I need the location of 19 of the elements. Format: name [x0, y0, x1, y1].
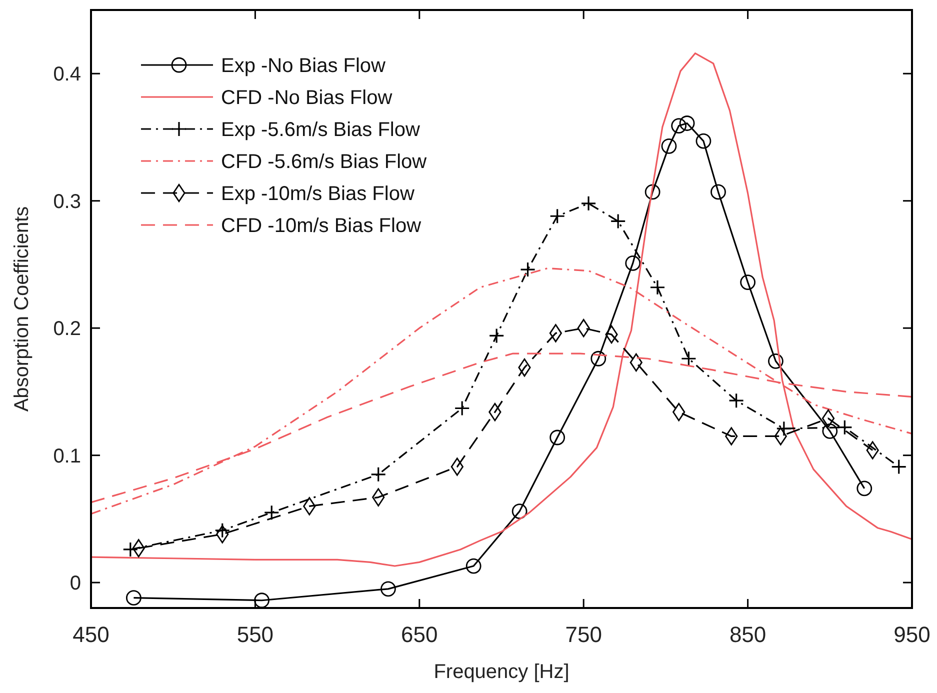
x-tick-label: 850 — [729, 622, 766, 647]
x-tick-label: 650 — [401, 622, 438, 647]
legend-label: CFD -10m/s Bias Flow — [221, 215, 422, 237]
x-axis-title: Frequency [Hz] — [434, 661, 570, 683]
y-tick-label: 0.3 — [53, 190, 81, 213]
y-tick-label: 0 — [70, 572, 81, 595]
x-tick-label: 550 — [236, 622, 274, 647]
legend-label: Exp -10m/s Bias Flow — [221, 183, 415, 205]
legend-label: Exp -5.6m/s Bias Flow — [221, 119, 420, 141]
x-tick-label: 750 — [565, 622, 602, 647]
x-tick-label: 450 — [72, 622, 110, 647]
x-tick-label: 950 — [894, 622, 930, 647]
legend-label: Exp -No Bias Flow — [221, 55, 386, 77]
y-tick-label: 0.2 — [53, 318, 81, 340]
y-axis-title: Absorption Coefficients — [11, 206, 33, 412]
legend-label: CFD -No Bias Flow — [221, 87, 393, 109]
y-tick-label: 0.4 — [53, 64, 81, 86]
legend-label: CFD -5.6m/s Bias Flow — [221, 151, 428, 173]
y-tick-label: 0.1 — [53, 445, 81, 468]
